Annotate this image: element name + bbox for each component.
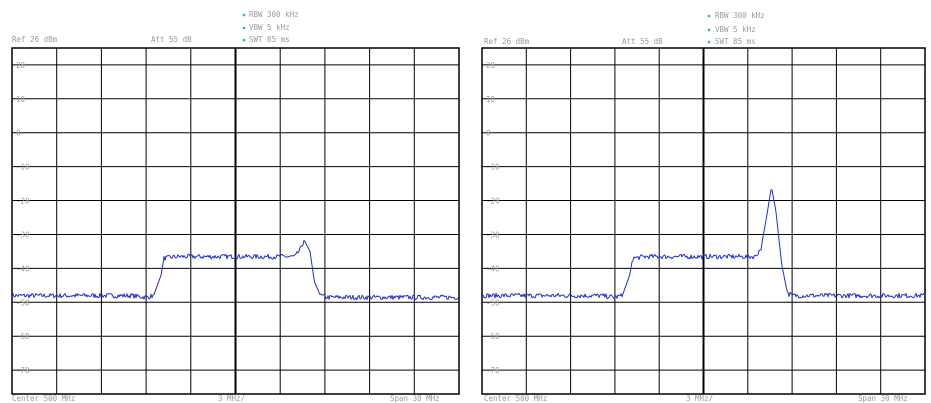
y-tick-label: 0 [486, 129, 491, 138]
vbw-label: VBW 5 kHz [715, 25, 756, 34]
panel-left-header: Ref 26 dBm Att 55 dB RBW 300 kHz VBW 5 k… [12, 10, 299, 44]
spectrum-trace [481, 189, 926, 300]
plot-frame [11, 47, 460, 395]
y-tick-label: -10 [16, 163, 30, 172]
y-tick-label: -10 [486, 163, 500, 172]
rbw-marker-dot [242, 13, 246, 17]
y-tick-label: -50 [486, 298, 500, 307]
y-tick-label: -20 [486, 197, 500, 206]
rbw-label: RBW 300 kHz [249, 10, 299, 19]
y-tick-label: 0 [16, 129, 21, 138]
y-tick-label: -60 [16, 332, 30, 341]
vbw-label: VBW 5 kHz [249, 23, 290, 32]
vbw-marker-dot [707, 28, 711, 32]
center-frequency-label: Center 500 MHz [484, 394, 547, 403]
y-tick-label: -40 [16, 264, 30, 273]
y-tick-label: -50 [16, 298, 30, 307]
span-label: Span 30 MHz [858, 394, 908, 403]
ref-level-label: Ref 26 dBm [484, 37, 530, 46]
ref-level-label: Ref 26 dBm [12, 35, 58, 44]
rbw-label: RBW 300 kHz [715, 11, 765, 20]
frequency-division-label: 3 MHz/ [218, 394, 245, 403]
plot-frame [481, 47, 926, 395]
center-frequency-label: Center 500 MHz [12, 394, 75, 403]
panel-right-footer: Center 500 MHz 3 MHz/ Span 30 MHz [484, 394, 908, 403]
spectrum-plot-right: 20 10 0 -10 -20 -30 -40 -50 -60 -70 [481, 47, 926, 395]
spectrum-trace [11, 240, 460, 301]
spectrum-plot-left: 20 10 0 -10 -20 -30 -40 -50 -60 -70 [11, 47, 460, 395]
panel-left-footer: Center 500 MHz 3 MHz/ Span 30 MHz [12, 394, 440, 403]
frequency-division-label: 3 MHz/ [686, 394, 713, 403]
y-tick-label: -70 [16, 366, 30, 375]
y-tick-label: -60 [486, 332, 500, 341]
y-tick-label: -30 [16, 230, 30, 239]
swt-marker-dot [242, 38, 246, 42]
y-tick-label: 20 [16, 61, 26, 70]
rbw-marker-dot [707, 14, 711, 18]
swt-marker-dot [707, 40, 711, 44]
vbw-marker-dot [242, 26, 246, 30]
y-tick-label: -40 [486, 264, 500, 273]
y-tick-label: 10 [16, 95, 26, 104]
swt-label: SWT 85 ms [249, 35, 290, 44]
attenuation-label: Att 55 dB [151, 35, 192, 44]
swt-label: SWT 85 ms [715, 37, 756, 46]
y-tick-label: -30 [486, 230, 500, 239]
span-label: Span 30 MHz [390, 394, 440, 403]
y-tick-label: 20 [486, 61, 496, 70]
panel-right-header: Ref 26 dBm Att 55 dB RBW 300 kHz VBW 5 k… [484, 11, 765, 46]
y-tick-label: 10 [486, 95, 496, 104]
y-tick-label: -70 [486, 366, 500, 375]
y-tick-label: -20 [16, 197, 30, 206]
attenuation-label: Att 55 dB [622, 37, 663, 46]
